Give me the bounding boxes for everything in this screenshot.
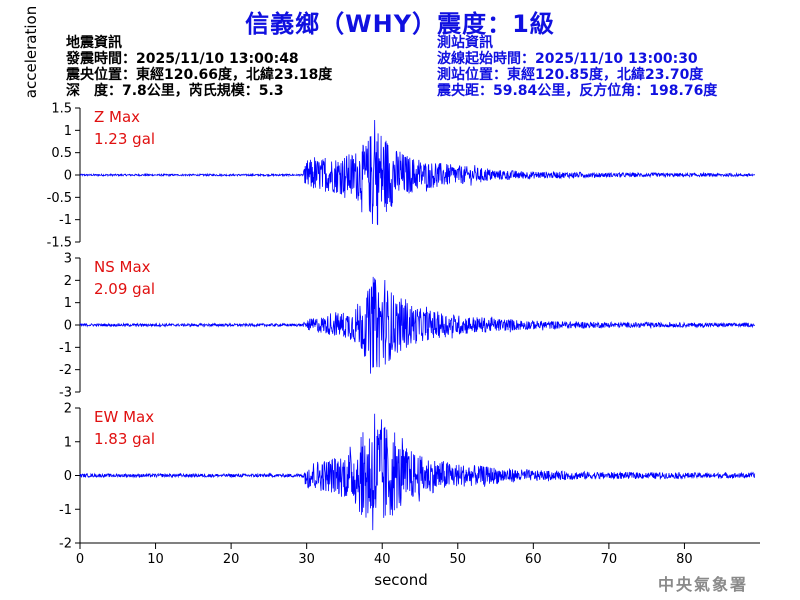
x-tick-label: 30 bbox=[298, 552, 315, 567]
waveform-ew bbox=[79, 413, 756, 531]
x-tick-label: 10 bbox=[147, 552, 164, 567]
y-tick-label: -1 bbox=[59, 503, 72, 518]
chart-title: 信義鄉（WHY）震度：1級 bbox=[245, 10, 555, 38]
waveform-z bbox=[79, 120, 756, 226]
waveform-ns bbox=[79, 276, 756, 374]
y-tick-label: 1 bbox=[64, 296, 72, 311]
y-axis-label: acceleration bbox=[22, 5, 40, 99]
max-label-ew: EW Max bbox=[94, 408, 154, 426]
x-tick-label: 40 bbox=[374, 552, 391, 567]
max-value-ew: 1.83 gal bbox=[94, 430, 155, 448]
wave-onset-time: 波線起始時間：2025/11/10 13:00:30 bbox=[437, 51, 698, 67]
y-tick-label: -3 bbox=[59, 386, 72, 401]
max-value-ns: 2.09 gal bbox=[94, 280, 155, 298]
y-tick-label: -1 bbox=[59, 341, 72, 356]
max-label-z: Z Max bbox=[94, 108, 140, 126]
x-tick-label: 70 bbox=[601, 552, 618, 567]
y-tick-label: -1 bbox=[59, 213, 72, 228]
y-tick-label: 0 bbox=[64, 469, 72, 484]
y-tick-label: 2 bbox=[64, 274, 72, 289]
x-tick-label: 50 bbox=[450, 552, 467, 567]
y-tick-label: 3 bbox=[64, 252, 72, 267]
y-tick-label: 0.5 bbox=[51, 146, 72, 161]
x-tick-label: 60 bbox=[525, 552, 542, 567]
x-tick-label: 0 bbox=[76, 552, 84, 567]
y-tick-label: 2 bbox=[64, 402, 72, 417]
origin-time: 發震時間：2025/11/10 13:00:48 bbox=[66, 51, 299, 67]
event-info-block: 地震資訊 發震時間：2025/11/10 13:00:48 震央位置：東經120… bbox=[66, 35, 332, 99]
station-location: 測站位置：東經120.85度，北緯23.70度 bbox=[437, 67, 704, 83]
x-tick-label: 80 bbox=[676, 552, 693, 567]
epicenter-location: 震央位置：東經120.66度，北緯23.18度 bbox=[66, 67, 333, 83]
y-tick-label: 0 bbox=[64, 169, 72, 184]
max-label-ns: NS Max bbox=[94, 258, 151, 276]
y-tick-label: -2 bbox=[59, 537, 72, 552]
event-info-heading: 地震資訊 bbox=[66, 35, 122, 51]
x-tick-label: 20 bbox=[223, 552, 240, 567]
y-tick-label: 1.5 bbox=[51, 102, 72, 117]
y-tick-label: -1.5 bbox=[47, 236, 72, 251]
y-tick-label: 1 bbox=[64, 435, 72, 450]
distance-azimuth: 震央距：59.84公里，反方位角：198.76度 bbox=[437, 83, 718, 99]
station-info-heading: 測站資訊 bbox=[437, 35, 493, 51]
y-tick-label: -0.5 bbox=[47, 191, 72, 206]
y-tick-label: 0 bbox=[64, 319, 72, 334]
y-tick-label: 1 bbox=[64, 124, 72, 139]
x-axis-label: second bbox=[374, 571, 428, 589]
depth-magnitude: 深 度：7.8公里，芮氏規模：5.3 bbox=[66, 83, 284, 99]
max-value-z: 1.23 gal bbox=[94, 130, 155, 148]
agency-logo-text: 中央氣象署 bbox=[657, 575, 748, 594]
station-info-block: 測站資訊 波線起始時間：2025/11/10 13:00:30 測站位置：東經1… bbox=[437, 35, 717, 99]
y-tick-label: -2 bbox=[59, 363, 72, 378]
